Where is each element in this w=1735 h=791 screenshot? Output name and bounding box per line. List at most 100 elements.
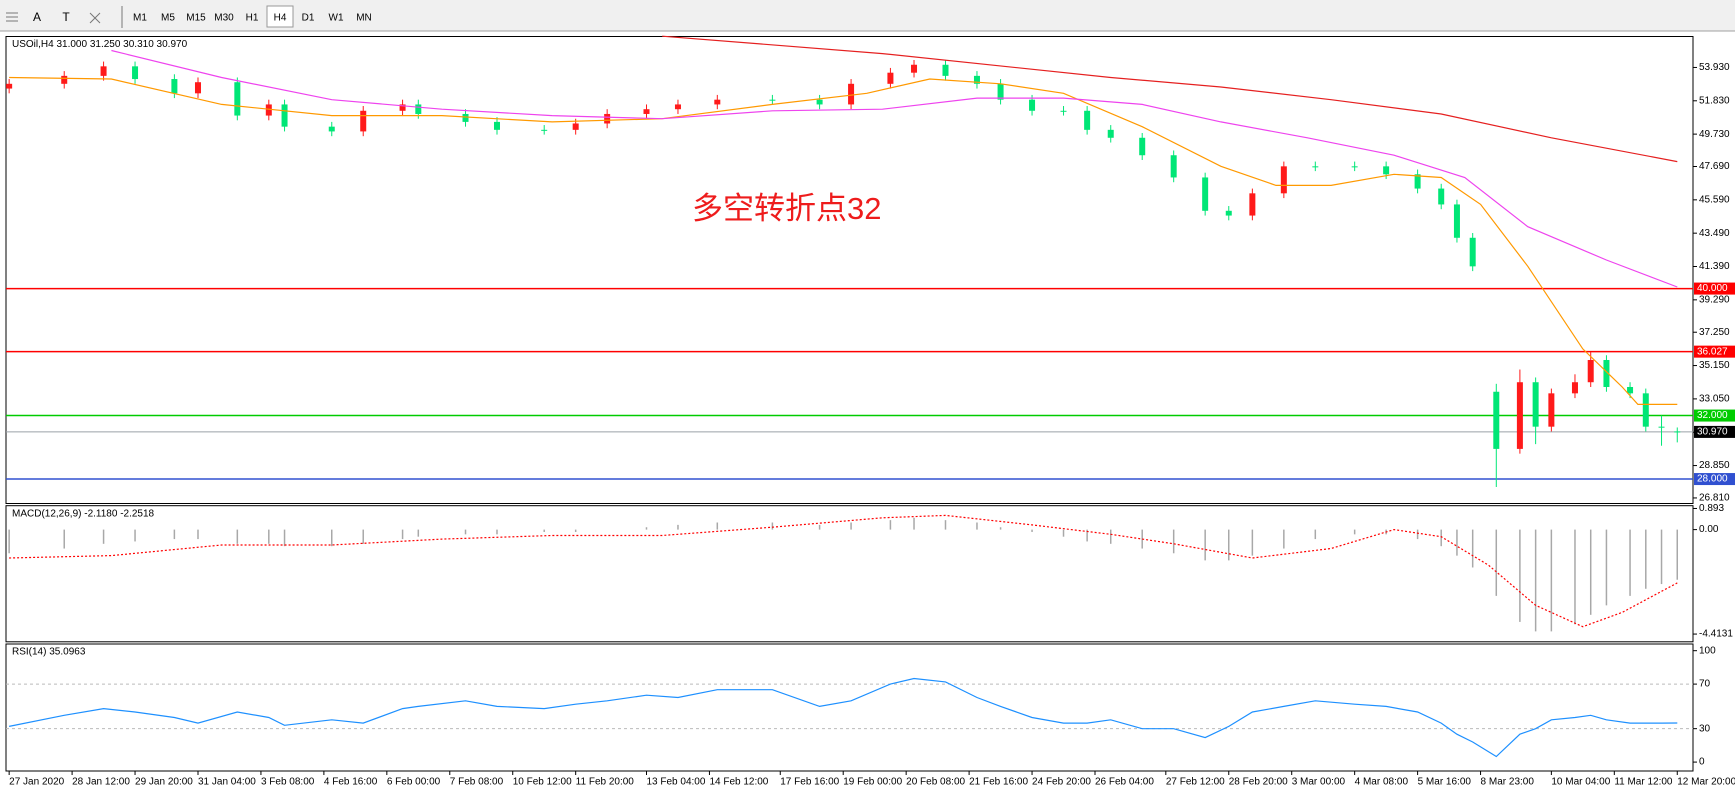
level-label: 36.027 (1697, 346, 1728, 357)
candle-body (604, 113, 611, 124)
y-tick-label: 0.00 (1699, 524, 1719, 535)
level-tag (1694, 409, 1735, 422)
panel-header: RSI(14) 35.0963 (12, 647, 86, 658)
tool-text[interactable]: A (33, 10, 41, 24)
candle-body (1249, 193, 1256, 216)
y-tick-label: 41.390 (1699, 261, 1730, 272)
x-tick-label: 27 Feb 12:00 (1166, 777, 1225, 788)
candle-body (1548, 393, 1555, 427)
candle-body (1571, 382, 1578, 394)
candle-body (399, 104, 406, 111)
x-tick-label: 24 Feb 20:00 (1032, 777, 1091, 788)
timeframe-button[interactable]: M1 (133, 13, 147, 24)
annotation: 多空转折点32 (692, 191, 881, 226)
candle-body (100, 66, 107, 76)
x-tick-label: 10 Mar 04:00 (1551, 777, 1610, 788)
candle-body (493, 121, 500, 130)
x-tick-label: 29 Jan 20:00 (135, 777, 193, 788)
y-tick-label: 33.050 (1699, 394, 1730, 405)
x-tick-label: 19 Feb 00:00 (843, 777, 902, 788)
candle-body (1414, 174, 1421, 189)
candle-body (942, 64, 949, 76)
x-tick-label: 4 Mar 08:00 (1355, 777, 1409, 788)
tool-label[interactable]: T (62, 10, 70, 24)
toolbar-icon (6, 6, 123, 28)
candle-body (1642, 393, 1649, 427)
candle-body (643, 109, 650, 114)
x-tick-label: 11 Feb 20:00 (576, 777, 635, 788)
candle-body (1453, 204, 1460, 238)
x-tick-label: 28 Jan 12:00 (72, 777, 130, 788)
toolbar (0, 0, 1735, 31)
candle-body (1438, 188, 1445, 205)
candle-body (1627, 386, 1634, 394)
timeframe-button[interactable]: M30 (214, 13, 234, 24)
x-tick-label: 3 Mar 00:00 (1292, 777, 1346, 788)
candle-body (1469, 237, 1476, 267)
moving-average (9, 76, 1678, 405)
moving-average (111, 49, 1678, 288)
x-tick-label: 21 Feb 16:00 (969, 777, 1028, 788)
candle-body (1084, 110, 1091, 130)
y-tick-label: 49.730 (1699, 129, 1730, 140)
x-tick-label: 11 Mar 12:00 (1614, 777, 1673, 788)
x-tick-label: 20 Feb 08:00 (906, 777, 965, 788)
candle-body (816, 99, 823, 105)
candle-body (194, 82, 201, 94)
timeframe-button[interactable]: H1 (246, 13, 259, 24)
candle-body (1516, 382, 1523, 449)
y-tick-label: -4.4131 (1699, 629, 1733, 640)
candle-body (1029, 99, 1036, 111)
moving-average (662, 35, 1678, 163)
panel-header: MACD(12,26,9) -2.1180 -2.2518 (12, 508, 155, 519)
level-tag (1694, 345, 1735, 358)
panel-frame (5, 36, 1694, 504)
x-tick-label: 12 Mar 20:00 (1677, 777, 1735, 788)
level-label: 32.000 (1697, 410, 1728, 421)
level-label: 28.000 (1697, 474, 1728, 485)
candle-body (887, 72, 894, 84)
x-tick-label: 6 Feb 00:00 (387, 777, 441, 788)
timeframe-button[interactable]: M15 (186, 13, 206, 24)
candle-body (328, 126, 335, 132)
y-tick-label: 35.150 (1699, 360, 1730, 371)
x-tick-label: 13 Feb 04:00 (646, 777, 705, 788)
candle-body (171, 79, 178, 94)
x-tick-label: 7 Feb 08:00 (450, 777, 504, 788)
y-tick-label: 53.930 (1699, 62, 1730, 73)
candle-body (1225, 210, 1232, 216)
timeframe-button[interactable]: M5 (161, 13, 175, 24)
timeframe-button[interactable]: MN (356, 13, 372, 24)
candle-body (714, 99, 721, 105)
panel-header: USOil,H4 31.000 31.250 30.310 30.970 (12, 39, 188, 50)
panel-frame (5, 505, 1694, 643)
candle-body (415, 104, 422, 114)
candle-body (997, 83, 1004, 100)
x-tick-label: 10 Feb 12:00 (513, 777, 572, 788)
candle-body (281, 104, 288, 127)
candle-body (1107, 129, 1114, 138)
x-tick-label: 27 Jan 2020 (9, 777, 64, 788)
candle-body (572, 123, 579, 130)
timeframe-button[interactable]: D1 (302, 13, 315, 24)
x-tick-label: 8 Mar 23:00 (1481, 777, 1535, 788)
y-tick-label: 37.250 (1699, 327, 1730, 338)
candle-body (848, 83, 855, 105)
candle-body (1674, 431, 1681, 433)
timeframe-button[interactable]: W1 (329, 13, 344, 24)
candle-body (973, 75, 980, 84)
candle-body (234, 82, 241, 116)
candle-body (1493, 391, 1500, 449)
timeframe-button[interactable]: H4 (274, 13, 287, 24)
y-tick-label: 30 (1699, 723, 1711, 734)
y-tick-label: 47.690 (1699, 161, 1730, 172)
y-tick-label: 26.810 (1699, 493, 1730, 504)
candle-body (6, 83, 13, 89)
y-tick-label: 51.830 (1699, 95, 1730, 106)
candle-body (1383, 166, 1390, 175)
candle-body (674, 104, 681, 110)
x-tick-label: 5 Mar 16:00 (1418, 777, 1472, 788)
panel-frame (5, 643, 1694, 772)
candle-body (1532, 382, 1539, 427)
indicator-line (8, 677, 1678, 758)
